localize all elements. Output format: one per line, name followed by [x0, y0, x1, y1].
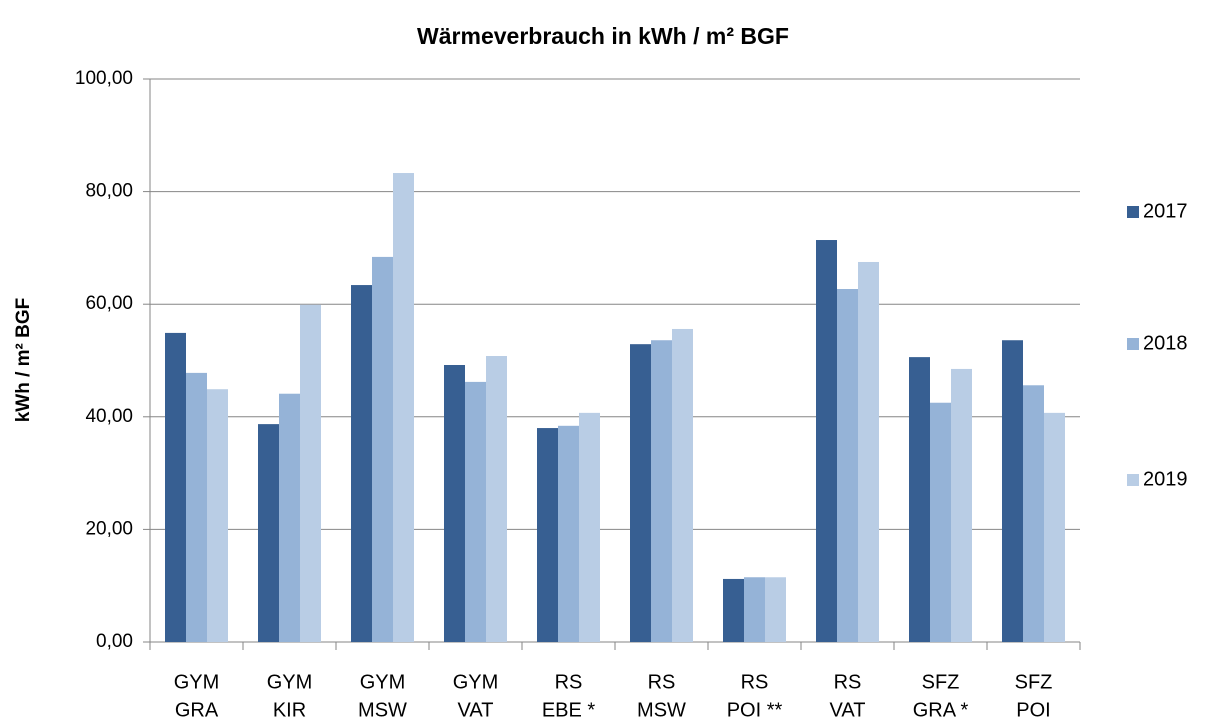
x-tick-label: MSW [637, 699, 686, 721]
bar [723, 578, 744, 642]
x-tick-label: GYM [453, 671, 499, 693]
y-tick-label: 20,00 [85, 518, 133, 539]
x-tick-label: VAT [830, 699, 866, 721]
bar [1023, 385, 1044, 642]
bar [351, 285, 372, 642]
x-tick-label: EBE * [542, 699, 596, 721]
x-tick-label: GRA * [913, 699, 969, 721]
bar [444, 365, 465, 642]
x-tick-label: GRA [175, 699, 219, 721]
x-tick-label: GYM [174, 671, 220, 693]
bar [1002, 340, 1023, 642]
x-tick-label: POI [1016, 699, 1050, 721]
bar [579, 412, 600, 642]
chart-title: Wärmeverbrauch in kWh / m² BGF [417, 23, 789, 49]
bar [858, 261, 879, 642]
legend-swatch [1127, 206, 1139, 218]
bar [930, 402, 951, 642]
x-tick-label: GYM [267, 671, 313, 693]
bar [165, 332, 186, 642]
bar [1044, 412, 1065, 642]
bar [300, 304, 321, 642]
x-tick-label: KIR [273, 699, 306, 721]
bar [486, 355, 507, 642]
legend-swatch [1127, 338, 1139, 350]
bar [765, 577, 786, 642]
y-tick-label: 60,00 [85, 293, 133, 314]
legend-label: 2019 [1143, 468, 1188, 490]
bar [393, 173, 414, 642]
legend-label: 2018 [1143, 332, 1188, 354]
bar [537, 428, 558, 642]
legend-label: 2017 [1143, 200, 1188, 222]
x-tick-label: VAT [458, 699, 494, 721]
bar [207, 389, 228, 642]
bar [465, 381, 486, 642]
bar [372, 256, 393, 642]
x-tick-label: POI ** [727, 699, 783, 721]
bar [909, 357, 930, 642]
y-tick-label: 100,00 [75, 68, 133, 89]
x-tick-label: GYM [360, 671, 406, 693]
x-tick-label: MSW [358, 699, 407, 721]
x-tick-label: SFZ [1015, 671, 1053, 693]
bar [837, 288, 858, 642]
bar [279, 393, 300, 642]
legend-swatch [1127, 474, 1139, 486]
bar [816, 240, 837, 642]
bar [558, 425, 579, 642]
x-tick-label: RS [834, 671, 862, 693]
y-tick-label: 0,00 [96, 631, 133, 652]
bar [672, 328, 693, 642]
bar [951, 368, 972, 642]
y-tick-label: 80,00 [85, 181, 133, 202]
bar [630, 344, 651, 642]
bar [258, 424, 279, 642]
x-tick-label: RS [648, 671, 676, 693]
bar [744, 577, 765, 642]
y-axis-label: kWh / m² BGF [13, 298, 34, 423]
x-tick-label: SFZ [922, 671, 960, 693]
y-tick-label: 40,00 [85, 406, 133, 427]
x-tick-label: RS [741, 671, 769, 693]
x-tick-label: RS [555, 671, 583, 693]
bar [186, 372, 207, 642]
bar [651, 340, 672, 642]
